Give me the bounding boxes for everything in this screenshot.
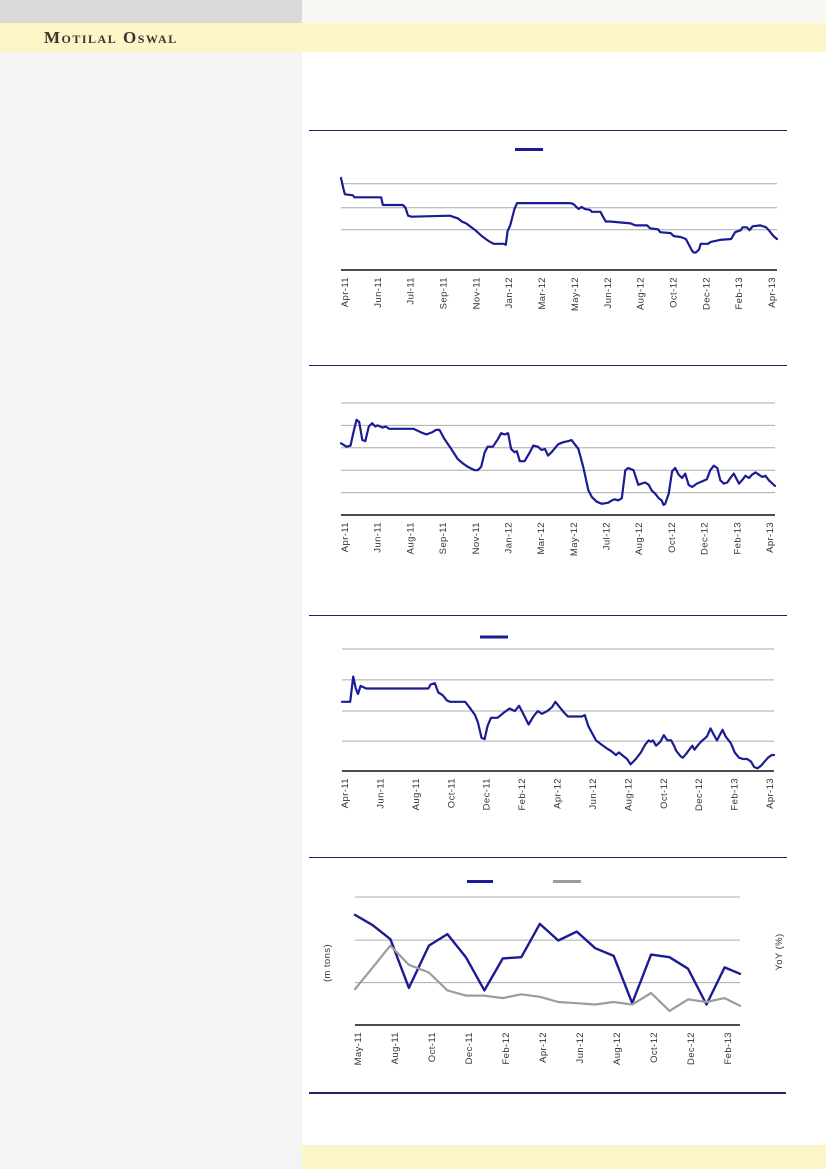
svg-text:Feb-13: Feb-13 [730, 778, 741, 811]
header-band [0, 23, 826, 52]
svg-text:Jul-11: Jul-11 [406, 277, 417, 305]
svg-text:Dec-11: Dec-11 [464, 1032, 475, 1064]
svg-text:Apr-13: Apr-13 [767, 277, 778, 308]
svg-text:Sep-11: Sep-11 [439, 277, 450, 309]
svg-text:Dec-12: Dec-12 [686, 1032, 697, 1065]
svg-text:Mar-12: Mar-12 [537, 277, 548, 310]
svg-text:Oct-12: Oct-12 [659, 778, 670, 809]
svg-text:Oct-12: Oct-12 [667, 522, 678, 553]
svg-text:Sep-11: Sep-11 [438, 522, 449, 554]
svg-text:YoY (%): YoY (%) [774, 933, 785, 970]
svg-text:Mar-12: Mar-12 [536, 522, 547, 555]
svg-text:May-11: May-11 [353, 1032, 364, 1065]
svg-text:Oct-11: Oct-11 [427, 1032, 438, 1062]
svg-text:Aug-12: Aug-12 [623, 778, 634, 811]
svg-text:Jun-11: Jun-11 [373, 522, 384, 553]
svg-text:Apr-12: Apr-12 [538, 1032, 549, 1063]
svg-text:May-12: May-12 [570, 277, 581, 311]
svg-text:Nov-11: Nov-11 [471, 522, 482, 554]
section-divider [309, 364, 787, 366]
footer-band [302, 1145, 826, 1169]
svg-text:Aug-11: Aug-11 [411, 778, 422, 810]
svg-text:Apr-13: Apr-13 [765, 778, 776, 809]
chart-2-canvas: Apr-11 Jun-11 Aug-11 Sep-11 Nov-11 Jan-12 Mar-… [339, 402, 777, 556]
top-grey-bar [0, 0, 302, 23]
section-divider [309, 856, 787, 858]
svg-text:Feb-12: Feb-12 [501, 1032, 512, 1065]
svg-text:Jul-12: Jul-12 [602, 522, 613, 550]
svg-text:Aug-12: Aug-12 [612, 1032, 623, 1065]
svg-text:Aug-11: Aug-11 [405, 522, 416, 554]
svg-text:Aug-12: Aug-12 [636, 277, 647, 310]
svg-text:Feb-12: Feb-12 [517, 778, 528, 811]
svg-text:Dec-12: Dec-12 [701, 277, 712, 310]
svg-text:Jan-12: Jan-12 [504, 277, 515, 308]
svg-text:May-12: May-12 [569, 522, 580, 556]
svg-text:Jun-12: Jun-12 [575, 1032, 586, 1063]
section-divider [309, 614, 787, 616]
section-divider [309, 129, 787, 131]
svg-text:Jun-12: Jun-12 [588, 778, 599, 809]
svg-text:Feb-13: Feb-13 [732, 522, 743, 555]
svg-text:Jan-12: Jan-12 [503, 522, 514, 553]
bottom-divider [309, 1092, 786, 1094]
svg-text:Jun-11: Jun-11 [373, 277, 384, 308]
svg-text:Dec-11: Dec-11 [482, 778, 493, 810]
svg-text:Oct-12: Oct-12 [649, 1032, 660, 1063]
chart-4-canvas: May-11 Aug-11 Oct-11 Dec-11 Feb-12 Apr-12 Jun-… [322, 880, 785, 1065]
brand-logo: Motilal Oswal [44, 28, 178, 47]
svg-text:Feb-13: Feb-13 [723, 1032, 734, 1065]
svg-text:Apr-11: Apr-11 [340, 778, 351, 808]
chart-3-canvas: Apr-11 Jun-11 Aug-11 Oct-11 Dec-11 Feb-12 Apr-… [340, 635, 776, 811]
svg-text:Oct-11: Oct-11 [446, 778, 457, 808]
svg-text:Apr-13: Apr-13 [765, 522, 776, 553]
svg-text:Apr-11: Apr-11 [340, 522, 351, 552]
svg-text:Nov-11: Nov-11 [471, 277, 482, 309]
svg-text:Aug-11: Aug-11 [390, 1032, 401, 1064]
sidebar-panel [0, 52, 302, 1169]
top-right-strip [302, 0, 826, 23]
chart-1-canvas: Apr-11 Jun-11 Jul-11 Sep-11 Nov-11 Jan-12 Mar-… [339, 148, 779, 311]
svg-text:Jun-11: Jun-11 [375, 778, 386, 809]
svg-text:Aug-12: Aug-12 [634, 522, 645, 555]
svg-text:Dec-12: Dec-12 [694, 778, 705, 811]
svg-text:Jun-12: Jun-12 [603, 277, 614, 308]
svg-text:Dec-12: Dec-12 [700, 522, 711, 555]
svg-text:Apr-11: Apr-11 [340, 277, 351, 307]
svg-text:(m tons): (m tons) [322, 944, 333, 982]
svg-text:Apr-12: Apr-12 [553, 778, 564, 809]
svg-text:Feb-13: Feb-13 [734, 277, 745, 310]
svg-text:Oct-12: Oct-12 [668, 277, 679, 308]
